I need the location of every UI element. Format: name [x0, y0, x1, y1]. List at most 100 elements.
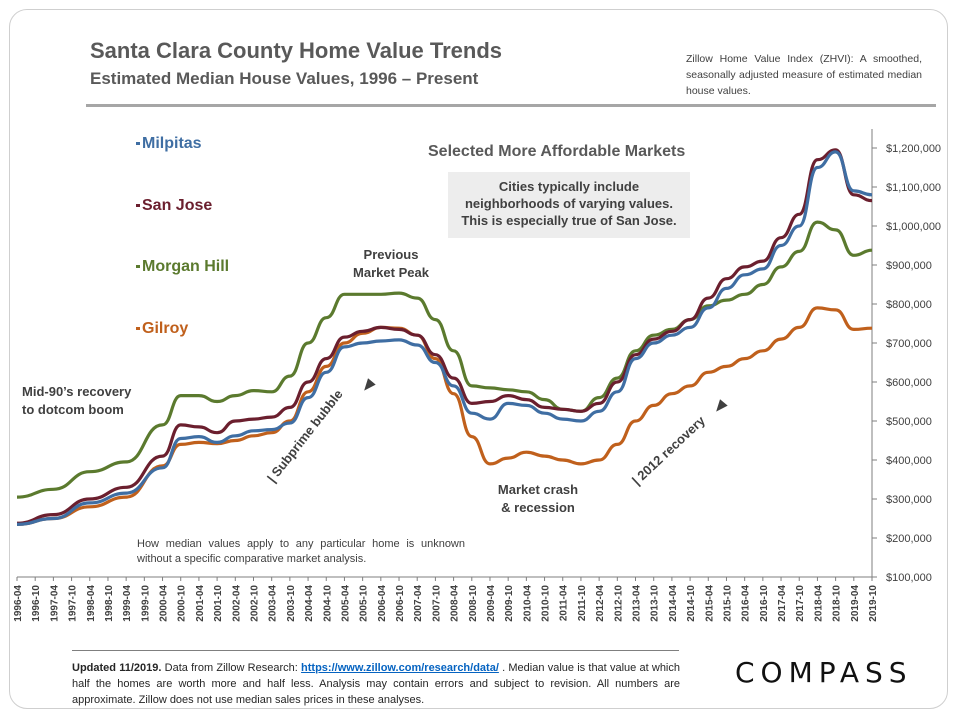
x-tick-label: 2000-04 — [159, 585, 170, 622]
y-tick-label: $500,000 — [886, 416, 932, 428]
x-tick-label: 2016-10 — [759, 585, 770, 622]
x-tick-label: 1999-04 — [122, 585, 133, 622]
x-tick-label: 2002-04 — [231, 585, 242, 622]
annotation-line: to dotcom boom — [22, 402, 124, 417]
legend-swatch-morgan-hill — [136, 265, 140, 269]
subprime-arrow-icon — [364, 378, 376, 391]
x-tick-label: 1997-10 — [68, 585, 79, 622]
legend-label: Gilroy — [142, 320, 189, 337]
y-tick-label: $200,000 — [886, 533, 932, 545]
x-tick-label: 2014-10 — [686, 585, 697, 622]
x-tick-label: 2016-04 — [741, 585, 752, 622]
y-tick-label: $1,100,000 — [886, 182, 941, 194]
x-tick-label: 2017-10 — [795, 585, 806, 622]
x-tick-label: 2019-10 — [868, 585, 879, 622]
annotation-line: Mid-90’s recovery — [22, 384, 132, 399]
legend-swatch-milpitas — [136, 142, 140, 146]
x-tick-label: 2018-04 — [813, 585, 824, 622]
note-line: neighborhoods of varying values. — [464, 196, 674, 211]
footer-updated: Updated 11/2019. — [72, 662, 162, 674]
x-tick-label: 2005-04 — [340, 585, 351, 622]
x-tick-label: 2008-04 — [450, 585, 461, 622]
compass-logo: COMPASS — [735, 656, 913, 689]
dotcom-annotation: Mid-90’s recovery to dotcom boom — [22, 383, 148, 419]
zillow-link[interactable]: https://www.zillow.com/research/data/ — [301, 662, 499, 674]
y-tick-label: $100,000 — [886, 572, 932, 584]
y-tick-label: $900,000 — [886, 260, 932, 272]
x-tick-label: 1996-10 — [31, 585, 42, 622]
x-tick-label: 2015-04 — [704, 585, 715, 622]
x-tick-label: 2010-04 — [522, 585, 533, 622]
x-tick-label: 2017-04 — [777, 585, 788, 622]
x-tick-label: 2014-04 — [668, 585, 679, 622]
x-tick-label: 1996-04 — [13, 585, 24, 622]
median-disclaimer: How median values apply to any particula… — [137, 538, 465, 565]
x-tick-label: 2001-04 — [195, 585, 206, 622]
legend-item-san-jose: San Jose — [136, 197, 212, 215]
legend-label: Morgan Hill — [142, 258, 230, 275]
legend-label: San Jose — [142, 197, 213, 214]
x-tick-label: 2006-10 — [395, 585, 406, 622]
footer-text: Data from Zillow Research: — [161, 662, 302, 674]
chart-frame — [9, 9, 948, 709]
y-tick-label: $400,000 — [886, 455, 932, 467]
footer-divider — [72, 650, 679, 651]
previous-peak-annotation: Previous Market Peak — [345, 246, 437, 282]
series-line-san-jose — [16, 148, 873, 525]
note-line: This is especially true of San Jose. — [461, 213, 677, 228]
cities-note-box: Cities typically include neighborhoods o… — [448, 172, 690, 238]
x-tick-label: 2001-10 — [213, 585, 224, 622]
market-crash-annotation: Market crash & recession — [486, 481, 590, 517]
series-line-milpitas — [16, 150, 873, 526]
recovery-arrow-icon — [716, 399, 728, 412]
annotation-line: Previous — [363, 247, 419, 262]
chart-subtitle: Estimated Median House Values, 1996 – Pr… — [90, 69, 479, 88]
y-tick-label: $700,000 — [886, 338, 932, 350]
y-tick-label: $1,200,000 — [886, 143, 941, 155]
note-line: Cities typically include — [498, 179, 640, 194]
x-tick-label: 1999-10 — [140, 585, 151, 622]
affordable-markets-heading: Selected More Affordable Markets — [428, 143, 686, 160]
x-tick-label: 2004-04 — [304, 585, 315, 622]
x-tick-label: 2003-10 — [286, 585, 297, 622]
legend-swatch-san-jose — [136, 204, 140, 208]
x-tick-label: 2008-10 — [468, 585, 479, 622]
x-tick-label: 2013-10 — [650, 585, 661, 622]
x-tick-label: 2013-04 — [632, 585, 643, 622]
legend-item-gilroy: Gilroy — [136, 320, 188, 338]
legend-item-milpitas: Milpitas — [136, 135, 202, 153]
x-tick-label: 2009-10 — [504, 585, 515, 622]
x-tick-label: 2018-10 — [832, 585, 843, 622]
x-tick-label: 2002-10 — [249, 585, 260, 622]
zhvi-definition: Zillow Home Value Index (ZHVI): A smooth… — [686, 53, 922, 97]
legend-item-morgan-hill: Morgan Hill — [136, 258, 229, 276]
x-tick-label: 2012-04 — [595, 585, 606, 622]
y-tick-label: $800,000 — [886, 299, 932, 311]
annotation-line: Market Peak — [353, 265, 429, 280]
y-tick-label: $300,000 — [886, 494, 932, 506]
x-tick-label: 2010-10 — [541, 585, 552, 622]
x-tick-label: 2011-10 — [577, 585, 588, 622]
x-tick-label: 2009-04 — [486, 585, 497, 622]
x-tick-label: 2012-10 — [613, 585, 624, 622]
x-tick-label: 1998-04 — [86, 585, 97, 622]
header-divider — [86, 104, 936, 107]
y-tick-label: $1,000,000 — [886, 221, 941, 233]
annotation-line: & recession — [501, 500, 575, 515]
y-tick-label: $600,000 — [886, 377, 932, 389]
x-tick-label: 2005-10 — [359, 585, 370, 622]
chart-title: Santa Clara County Home Value Trends — [90, 38, 503, 63]
series-line-morgan-hill — [16, 220, 873, 499]
annotation-line: Market crash — [497, 482, 579, 497]
x-tick-label: 2000-10 — [177, 585, 188, 622]
legend-swatch-gilroy — [136, 327, 140, 331]
x-tick-label: 2006-04 — [377, 585, 388, 622]
footer-text: . Median value is that value at which ha… — [72, 662, 680, 706]
x-tick-label: 2011-04 — [559, 585, 570, 622]
x-tick-label: 2007-10 — [431, 585, 442, 622]
legend-label: Milpitas — [142, 135, 202, 152]
x-tick-label: 2015-10 — [722, 585, 733, 622]
x-tick-label: 1997-04 — [49, 585, 60, 622]
footer-note: Updated 11/2019. Data from Zillow Resear… — [72, 660, 680, 708]
